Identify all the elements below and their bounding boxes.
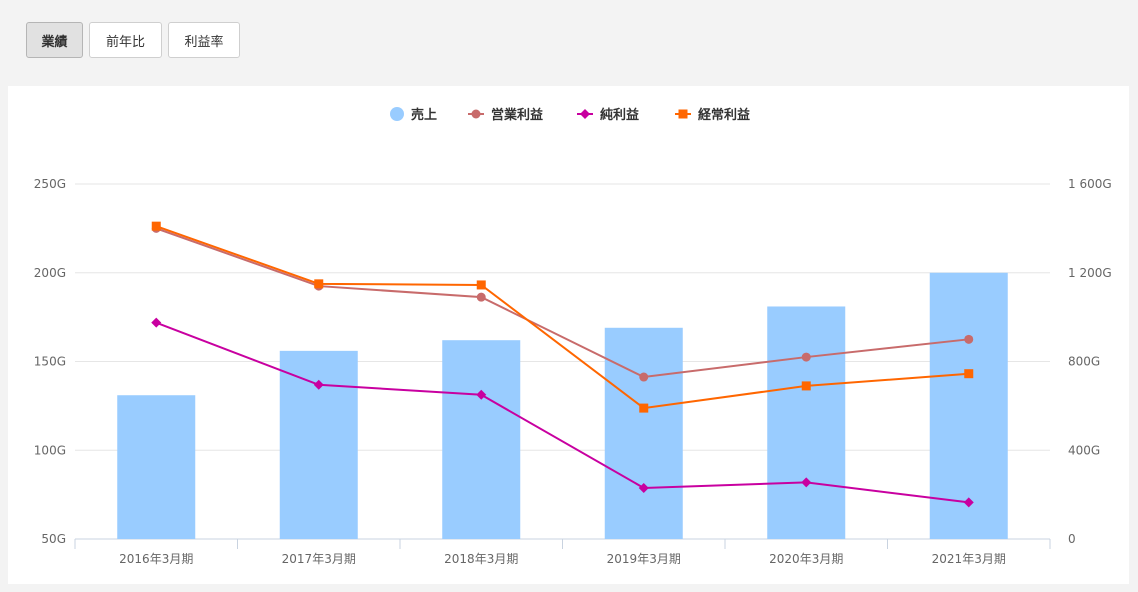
legend-label: 売上 [411, 107, 437, 123]
point-経常利益 [151, 221, 161, 231]
right-axis-tick-label: 800G [1068, 355, 1100, 369]
x-axis-tick-label: 2016年3月期 [119, 552, 193, 566]
bar-売上 [279, 350, 358, 539]
point-経常利益 [639, 403, 649, 413]
right-axis-tick-label: 1 600G [1068, 177, 1112, 191]
x-axis-tick-label: 2017年3月期 [282, 552, 356, 566]
chart-panel: 250G 200G 150G 100G 50G 1 600G 1 200G 800G 400G 0… [8, 86, 1129, 584]
line-純利益 [155, 321, 969, 504]
left-axis-tick-label: 50G [41, 532, 66, 546]
point-純利益 [963, 497, 974, 508]
legend-marker-売上 [390, 107, 404, 121]
point-営業利益 [801, 352, 811, 362]
point-経常利益 [964, 369, 974, 379]
legend-label: 経常利益 [698, 107, 750, 123]
point-営業利益 [639, 372, 649, 382]
legend-label: 純利益 [600, 107, 639, 123]
left-axis-tick-label: 200G [34, 266, 66, 280]
point-経常利益 [476, 280, 486, 290]
bar-売上 [442, 340, 521, 539]
x-axis-tick-label: 2018年3月期 [444, 552, 518, 566]
point-経常利益 [314, 279, 324, 289]
legend-marker-営業利益 [471, 109, 481, 119]
right-axis-tick-label: 0 [1068, 532, 1076, 546]
x-axis-tick-label: 2020年3月期 [769, 552, 843, 566]
x-axis-tick-label: 2019年3月期 [607, 552, 681, 566]
point-経常利益 [801, 381, 811, 391]
point-純利益 [476, 389, 487, 400]
point-純利益 [313, 379, 324, 390]
point-純利益 [638, 482, 649, 493]
point-営業利益 [964, 334, 974, 344]
legend-label: 営業利益 [491, 107, 543, 123]
left-axis-tick-label: 100G [34, 443, 66, 457]
x-axis-tick-label: 2021年3月期 [932, 552, 1006, 566]
tab-profit-margin[interactable]: 利益率 [168, 22, 240, 58]
chart: 250G 200G 150G 100G 50G 1 600G 1 200G 800G 400G 0… [34, 107, 1112, 566]
line-営業利益 [155, 227, 969, 379]
legend-marker-経常利益 [678, 109, 688, 119]
line-経常利益 [155, 225, 969, 410]
bar-売上 [929, 272, 1008, 539]
bar-売上 [604, 327, 683, 539]
right-axis-tick-label: 1 200G [1068, 266, 1112, 280]
tab-year-over-year[interactable]: 前年比 [89, 22, 162, 58]
right-axis-tick-label: 400G [1068, 443, 1100, 457]
bar-売上 [767, 306, 846, 539]
point-営業利益 [476, 292, 486, 302]
point-純利益 [151, 317, 162, 328]
left-axis-tick-label: 250G [34, 177, 66, 191]
legend-marker-純利益 [580, 109, 590, 119]
tab-bar: 業績 前年比 利益率 [26, 22, 240, 58]
point-純利益 [801, 477, 812, 488]
bar-売上 [117, 395, 196, 539]
left-axis-tick-label: 150G [34, 355, 66, 369]
tab-earnings[interactable]: 業績 [26, 22, 83, 58]
